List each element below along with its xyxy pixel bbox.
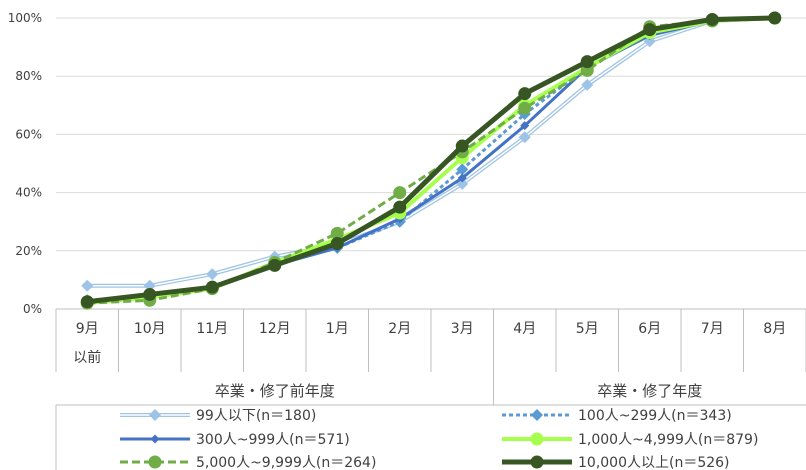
series-5: [80, 11, 782, 310]
series-line-inner: [87, 17, 775, 287]
y-axis-ticks: 0% 20% 40% 60% 80% 100%: [8, 11, 42, 316]
series-line: [87, 16, 775, 288]
series-line: [87, 16, 775, 302]
x-tick-label: 8月: [763, 321, 786, 337]
series-2: [81, 12, 781, 307]
x-tick-label: 5月: [576, 321, 599, 337]
x-tick-label: 6月: [638, 321, 661, 337]
x-tick-label: 9月: [76, 321, 99, 337]
data-point: [455, 139, 469, 153]
legend-label: 100人~299人(n＝343): [578, 408, 732, 424]
x-tick-label: 1月: [326, 321, 349, 337]
series-line: [87, 16, 775, 305]
legend-swatch-marker: [149, 409, 161, 421]
x-tick-label: 10月: [134, 321, 166, 337]
legend-swatch-marker: [530, 432, 544, 446]
legend-label: 300人~999人(n＝571): [196, 432, 350, 448]
data-point: [330, 237, 344, 251]
legend-swatch-marker: [530, 455, 544, 469]
legend-swatch-marker: [531, 409, 543, 421]
data-point: [518, 87, 532, 101]
legend-item: 1,000人~4,999人(n＝879): [502, 432, 758, 448]
legend-item: 99人以下(n＝180): [120, 408, 316, 424]
data-point: [80, 295, 94, 309]
x-tick-label: 11月: [196, 321, 228, 337]
legend-item: 5,000人~9,999人(n＝264): [120, 455, 376, 470]
series-line: [87, 16, 775, 305]
data-point: [268, 258, 282, 272]
series-4: [80, 11, 782, 310]
legend: 99人以下(n＝180) 100人~299人(n＝343) 300人~999人(n＝…: [120, 408, 758, 470]
legend-swatch-marker: [148, 455, 162, 469]
legend-label: 5,000人~9,999人(n＝264): [196, 455, 376, 470]
x-tick-label: 7月: [701, 321, 724, 337]
data-point: [518, 131, 531, 144]
data-point: [518, 101, 532, 115]
x-tick-label: 12月: [259, 321, 291, 337]
data-point: [768, 11, 782, 25]
x-tick-label: 2月: [388, 321, 411, 337]
data-point: [643, 23, 657, 37]
x-tick-label-line2: 以前: [73, 349, 101, 366]
x-tick-label: 4月: [513, 321, 536, 337]
series-lines: [80, 11, 782, 310]
legend-item: 300人~999人(n＝571): [120, 432, 350, 448]
legend-label: 10,000人以上(n＝526): [578, 455, 730, 470]
legend-swatch-marker: [150, 434, 160, 444]
grid-lines: [56, 17, 806, 252]
data-point: [705, 12, 719, 26]
y-tick-label: 60%: [15, 127, 42, 141]
data-point: [143, 287, 157, 301]
y-tick-label: 0%: [23, 302, 42, 316]
data-point: [205, 280, 219, 294]
data-point: [206, 268, 219, 281]
group-label: 卒業・修了年度: [597, 382, 702, 400]
series-3: [82, 13, 780, 308]
data-point: [456, 163, 469, 176]
x-tick-label: 3月: [451, 321, 474, 337]
series-6: [80, 11, 782, 309]
data-point: [581, 78, 594, 91]
data-point: [580, 55, 594, 69]
data-point: [457, 173, 467, 183]
legend-item: 100人~299人(n＝343): [502, 408, 732, 424]
y-tick-label: 80%: [15, 69, 42, 83]
y-tick-label: 100%: [8, 11, 42, 25]
series-1: [81, 12, 781, 292]
legend-item: 10,000人以上(n＝526): [502, 455, 730, 470]
series-line: [87, 16, 775, 306]
y-tick-label: 40%: [15, 186, 42, 200]
y-tick-label: 20%: [15, 244, 42, 258]
group-label: 卒業・修了前年度: [215, 382, 335, 400]
legend-label: 1,000人~4,999人(n＝879): [578, 432, 758, 448]
data-point: [520, 121, 530, 131]
legend-label: 99人以下(n＝180): [196, 408, 316, 424]
series-line: [86, 15, 775, 305]
data-point: [393, 200, 407, 214]
data-point: [81, 279, 94, 292]
data-point: [393, 186, 407, 200]
